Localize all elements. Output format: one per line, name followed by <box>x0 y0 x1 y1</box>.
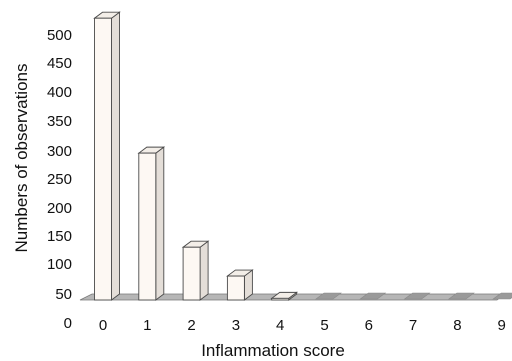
y-tick-label: 500 <box>47 27 72 44</box>
bar-4 <box>270 291 299 301</box>
x-tick-label: 8 <box>453 317 461 334</box>
bar-2 <box>181 240 210 301</box>
x-tick-label: 1 <box>143 317 151 334</box>
bar-side <box>155 146 165 301</box>
bars <box>93 11 512 301</box>
bar-6 <box>359 292 387 300</box>
bar-front <box>182 246 201 301</box>
x-tick-label: 2 <box>187 317 195 334</box>
y-tick-label: 300 <box>47 143 72 160</box>
bar-front <box>94 17 112 301</box>
x-tick-label: 3 <box>232 317 240 334</box>
x-axis-title: Inflammation score <box>201 341 345 360</box>
x-tick-label: 5 <box>320 317 328 334</box>
bar-footprint <box>315 292 342 300</box>
y-tick-label: 0 <box>64 315 72 332</box>
bar-side <box>111 11 120 301</box>
x-tick-label: 6 <box>365 317 373 334</box>
bar-5 <box>315 292 342 300</box>
bar-footprint <box>403 292 431 300</box>
bar-front <box>226 275 245 301</box>
bar-front <box>271 297 290 301</box>
bar-footprint <box>447 292 475 300</box>
y-tick-label: 350 <box>47 113 72 130</box>
bar-9 <box>492 292 512 300</box>
x-tick-label: 7 <box>409 317 417 334</box>
y-tick-label: 400 <box>47 84 72 101</box>
y-tick-labels: 0 50 100 150 200 250 300 350 400 450 500 <box>47 27 72 332</box>
bar-footprint <box>359 292 387 300</box>
bar-3 <box>226 269 254 301</box>
y-tick-label: 250 <box>47 171 72 188</box>
bar-8 <box>447 292 475 300</box>
x-tick-label: 4 <box>276 317 284 334</box>
x-tick-label: 9 <box>498 317 506 334</box>
y-tick-label: 450 <box>47 55 72 72</box>
bar-footprint <box>492 292 512 300</box>
bar-side <box>199 240 209 301</box>
y-tick-label: 200 <box>47 200 72 217</box>
y-tick-label: 150 <box>47 228 72 245</box>
y-tick-label: 100 <box>47 256 72 273</box>
bar-0 <box>93 11 121 301</box>
y-tick-label: 50 <box>55 286 72 303</box>
y-axis-title: Numbers of observations <box>12 64 31 253</box>
bar-front <box>138 152 157 301</box>
x-tick-label: 0 <box>99 317 107 334</box>
x-tick-labels: 0 1 2 3 4 5 6 7 8 9 <box>99 317 506 334</box>
bar-1 <box>137 146 166 301</box>
bar-7 <box>403 292 431 300</box>
